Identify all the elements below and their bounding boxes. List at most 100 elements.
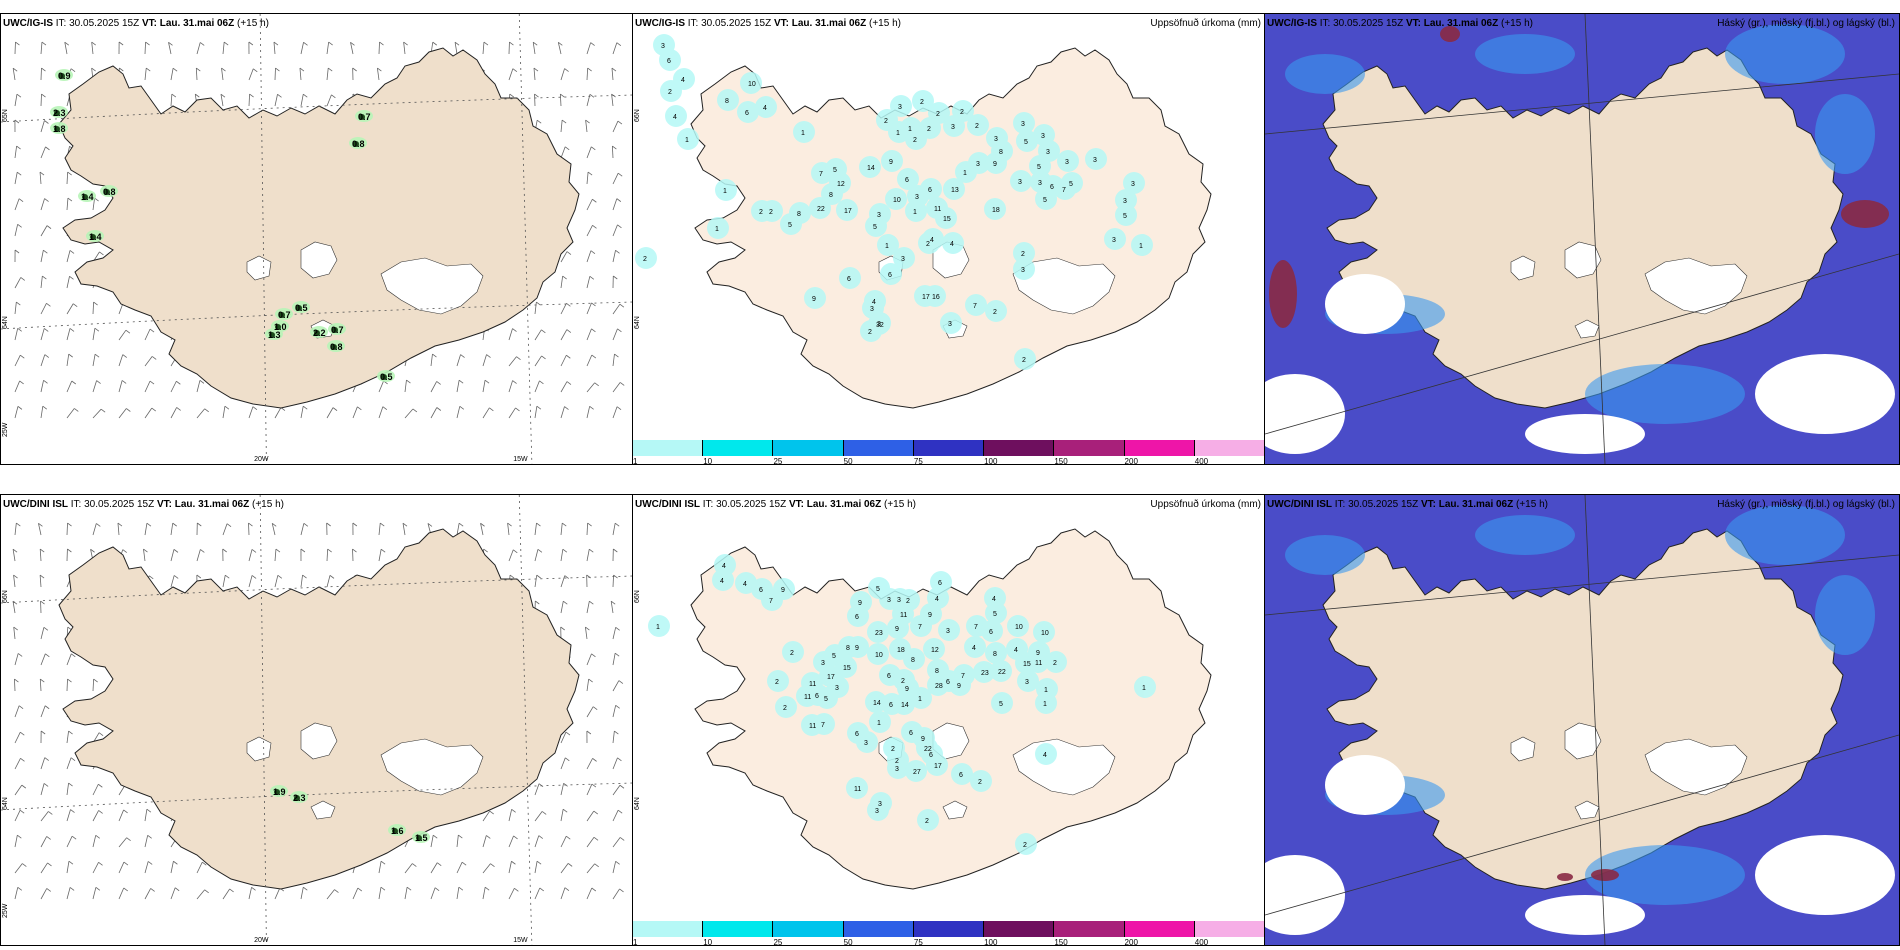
lat-label: 25W bbox=[2, 422, 9, 437]
map-canvas: 0.9 2.3 1.8 0.7 0.8 1.4 0.8 1.4 0.5 0.7 1.01.3 2.2 0… bbox=[1, 14, 633, 464]
value-label: 22 bbox=[817, 206, 825, 213]
value-label: 9 bbox=[905, 686, 909, 693]
value-label: 2 bbox=[978, 779, 982, 786]
value-label: 6 bbox=[959, 772, 963, 779]
value-label: 3 bbox=[895, 766, 899, 773]
value-label: 7 bbox=[819, 171, 823, 178]
value-label: 6 bbox=[938, 580, 942, 587]
value-label: 2 bbox=[1023, 842, 1027, 849]
value-label: 11 bbox=[1035, 660, 1042, 667]
value-label: 1.9 bbox=[273, 787, 286, 797]
value-label: 5 bbox=[1024, 139, 1028, 146]
vt-value: Lau. 31.mai 06Z bbox=[791, 18, 867, 29]
colorbar-swatch bbox=[913, 921, 985, 937]
value-label: 1 bbox=[963, 170, 967, 177]
model-name: UWC/DINI ISL bbox=[635, 499, 700, 510]
value-label: 3 bbox=[1021, 121, 1025, 128]
vt-label: VT: bbox=[1420, 499, 1436, 510]
it-label: IT: bbox=[702, 499, 714, 510]
value-label: 3 bbox=[898, 104, 902, 111]
value-label: 2 bbox=[759, 209, 763, 216]
map-canvas bbox=[1265, 495, 1899, 945]
value-label: 9 bbox=[855, 645, 859, 652]
iceland-landmass bbox=[690, 47, 1212, 409]
value-label: 11 bbox=[934, 206, 941, 213]
panel-title: UWC/DINI ISL IT: 30.05.2025 15Z VT: Lau.… bbox=[635, 499, 916, 510]
value-label: 0.7 bbox=[358, 112, 371, 122]
value-label: 0.7 bbox=[331, 325, 344, 335]
vt-value: Lau. 31.mai 06Z bbox=[174, 499, 250, 510]
value-label: 6 bbox=[946, 679, 950, 686]
lat-label: 66N bbox=[634, 109, 641, 122]
clear-areas bbox=[1265, 755, 1895, 935]
value-label: 10 bbox=[1041, 630, 1049, 637]
value-label: 2 bbox=[775, 679, 779, 686]
value-label: 0.7 bbox=[278, 310, 291, 320]
value-label: 6 bbox=[759, 587, 763, 594]
lead-time: (+15 h) bbox=[884, 499, 916, 510]
glaciers bbox=[1510, 241, 1748, 339]
value-label: 6 bbox=[1050, 184, 1054, 191]
value-label: 3 bbox=[877, 321, 881, 328]
glaciers bbox=[246, 241, 484, 339]
value-label: 2 bbox=[884, 118, 888, 125]
vt-label: VT: bbox=[141, 18, 157, 29]
value-label: 3 bbox=[1093, 157, 1097, 164]
value-label: 1 bbox=[885, 243, 889, 250]
value-label: 3 bbox=[915, 194, 919, 201]
vt-value: Lau. 31.mai 06Z bbox=[159, 18, 235, 29]
it-value: 30.05.2025 15Z bbox=[84, 499, 155, 510]
value-label: 3 bbox=[870, 306, 874, 313]
value-label: 0.5 bbox=[380, 372, 393, 382]
colorbar-swatch bbox=[633, 440, 704, 456]
map-canvas bbox=[1265, 14, 1899, 464]
colorbar-label: 25 bbox=[773, 938, 783, 946]
value-label: 4 bbox=[681, 77, 685, 84]
value-label: 4 bbox=[972, 645, 976, 652]
value-label: 22 bbox=[998, 669, 1006, 676]
colorbar-swatch bbox=[913, 440, 985, 456]
value-label: 1 bbox=[918, 696, 922, 703]
value-label: 10 bbox=[748, 81, 756, 88]
lat-label: 64N bbox=[2, 797, 9, 810]
value-label: 11 bbox=[809, 723, 816, 730]
value-label: 6 bbox=[929, 752, 933, 759]
value-label: 3 bbox=[661, 43, 665, 50]
value-label: 5 bbox=[999, 701, 1003, 708]
value-label: 5 bbox=[1123, 213, 1127, 220]
value-label: 8 bbox=[999, 149, 1003, 156]
value-label: 7 bbox=[918, 624, 922, 631]
it-label: IT: bbox=[1319, 18, 1331, 29]
value-label: 9 bbox=[812, 296, 816, 303]
value-label: 1.8 bbox=[53, 124, 66, 134]
value-label: 6 bbox=[905, 177, 909, 184]
value-labels: 1.9 2.3 1.6 1.5 bbox=[273, 787, 428, 843]
axis-labels: 66N 64N bbox=[634, 109, 641, 329]
colorbar-swatch bbox=[1194, 921, 1265, 937]
value-label: 1 bbox=[1044, 687, 1048, 694]
value-label: 0.9 bbox=[58, 71, 71, 81]
value-label: 3 bbox=[897, 597, 901, 604]
it-label: IT: bbox=[1334, 499, 1346, 510]
value-label: 3 bbox=[951, 124, 955, 131]
lat-label: 64N bbox=[634, 316, 641, 329]
value-label: 12 bbox=[837, 181, 845, 188]
value-label: 3 bbox=[1123, 198, 1127, 205]
axis-labels: 66N 64N bbox=[634, 590, 641, 810]
value-label: 2.2 bbox=[313, 328, 326, 338]
panel-bottom-middle: 4 4 4 6 9 7 1 5 3 3 2 6 4 9 6 11 9 4 5 23 9 7 3 7 6 10 10 8 9 12 18 4 8 4… bbox=[632, 494, 1266, 946]
value-label: 1 bbox=[656, 624, 660, 631]
value-label: 15 bbox=[843, 665, 851, 672]
vt-value: Lau. 31.mai 06Z bbox=[1423, 18, 1499, 29]
lon-label: 20W bbox=[254, 937, 269, 944]
value-label: 1.0 bbox=[274, 322, 287, 332]
value-label: 27 bbox=[913, 769, 921, 776]
value-label: 5 bbox=[824, 696, 828, 703]
value-label: 1 bbox=[723, 188, 727, 195]
value-label: 1.3 bbox=[268, 330, 281, 340]
value-label: 6 bbox=[889, 702, 893, 709]
colorbar: 1 10 25 50 75 100 150 200 400 bbox=[633, 438, 1265, 464]
colorbar-swatch bbox=[1124, 440, 1195, 456]
colorbar-swatch bbox=[1054, 921, 1125, 937]
value-label: 8 bbox=[797, 211, 801, 218]
